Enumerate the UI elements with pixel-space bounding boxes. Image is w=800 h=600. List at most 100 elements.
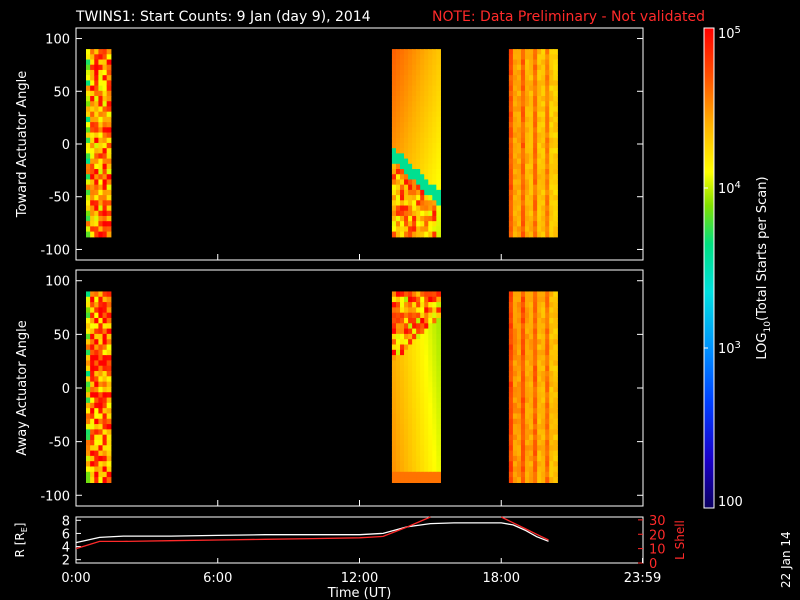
heatmap-cell [541,132,546,139]
heatmap-cell [90,210,95,217]
heatmap-cell [436,210,441,217]
heatmap-cell [529,122,534,128]
heatmap-cell [537,69,542,76]
heatmap-cell [521,429,526,436]
heatmap-cell [391,59,397,66]
heatmap-cell [98,90,104,97]
heatmap-cell [428,195,433,201]
heatmap-cell [391,296,397,303]
heatmap-cell [549,413,554,420]
heatmap-cell [408,408,413,415]
heatmap-cell [98,424,104,430]
heatmap-cell [549,122,554,128]
heatmap-cell [90,360,95,367]
heatmap-cell [529,189,534,196]
heatmap-cell [98,434,104,441]
heatmap-cell [106,413,112,420]
heatmap-cell [537,455,542,462]
heatmap-cell [90,132,95,139]
heatmap-cell [404,450,409,457]
heatmap-cell [412,122,417,128]
heatmap-cell [94,450,99,457]
heatmap-cell [512,461,518,468]
heatmap-cell [521,376,526,383]
heatmap-cell [404,445,409,452]
heatmap-cell [416,200,421,207]
heatmap-cell [416,106,421,113]
heatmap-cell [533,226,538,233]
heatmap-cell [545,80,550,87]
heatmap-cell [525,75,530,81]
heatmap-cell [533,169,538,175]
heatmap-cell [420,69,425,76]
heatmap-cell [412,215,417,222]
heatmap-cell [420,127,425,134]
heatmap-cell [412,96,417,102]
heatmap-cell [400,163,405,170]
heatmap-cell [553,189,558,196]
heatmap-cell [416,221,421,227]
heatmap-cell [404,386,409,393]
heatmap-cell [102,477,108,483]
heatmap-cell [424,221,429,227]
heatmap-cell [412,429,417,436]
heatmap-cell [508,455,514,462]
heatmap-cell [412,296,417,303]
heatmap-cell [395,96,401,102]
heatmap-cell [420,142,425,149]
heatmap-cell [549,184,554,191]
heatmap-cell [553,90,558,97]
heatmap-cell [404,231,409,238]
heatmap-cell [86,408,91,415]
heatmap-cell [395,226,401,233]
heatmap-cell [512,439,518,446]
heatmap-cell [408,96,413,102]
heatmap-cell [541,90,546,97]
heatmap-cell [545,101,550,108]
heatmap-cell [529,132,534,139]
heatmap-cell [537,90,542,97]
heatmap-cell [391,339,397,346]
heatmap-cell [516,221,522,227]
heatmap-cell [424,127,429,134]
heatmap-cell [521,302,526,308]
heatmap-cell [529,215,534,222]
heatmap-cell [436,397,441,404]
heatmap-cell [408,69,413,76]
heatmap-cell [549,397,554,404]
heatmap-cell [391,221,397,227]
heatmap-cell [400,429,405,436]
heatmap-cell [516,163,522,170]
heatmap-cell [94,296,99,303]
heatmap-cell [395,90,401,97]
heatmap-cell [525,477,530,483]
heatmap-cell [537,413,542,420]
heatmap-cell [86,296,91,303]
heatmap-cell [106,153,112,160]
heatmap-cell [420,96,425,102]
heatmap-cell [533,434,538,441]
heatmap-cell [508,381,514,388]
heatmap-cell [537,371,542,377]
heatmap-cell [533,429,538,436]
heatmap-cell [408,64,413,71]
heatmap-cell [512,142,518,149]
heatmap-cell [98,333,104,340]
heatmap-cell [516,132,522,139]
heatmap-cell [94,302,99,308]
heatmap-cell [541,445,546,452]
heatmap-cell [525,386,530,393]
heatmap-cell [94,434,99,441]
y-tick-label: 50 [53,85,70,100]
heatmap-cell [549,439,554,446]
heatmap-cell [525,148,530,154]
heatmap-cell [432,328,437,335]
heatmap-cell [541,184,546,191]
heatmap-cell [436,349,441,356]
heatmap-cell [549,408,554,415]
heatmap-cell [516,153,522,160]
heatmap-block [508,291,558,483]
heatmap-cell [395,153,401,160]
heatmap-cell [436,424,441,430]
heatmap-cell [424,90,429,97]
